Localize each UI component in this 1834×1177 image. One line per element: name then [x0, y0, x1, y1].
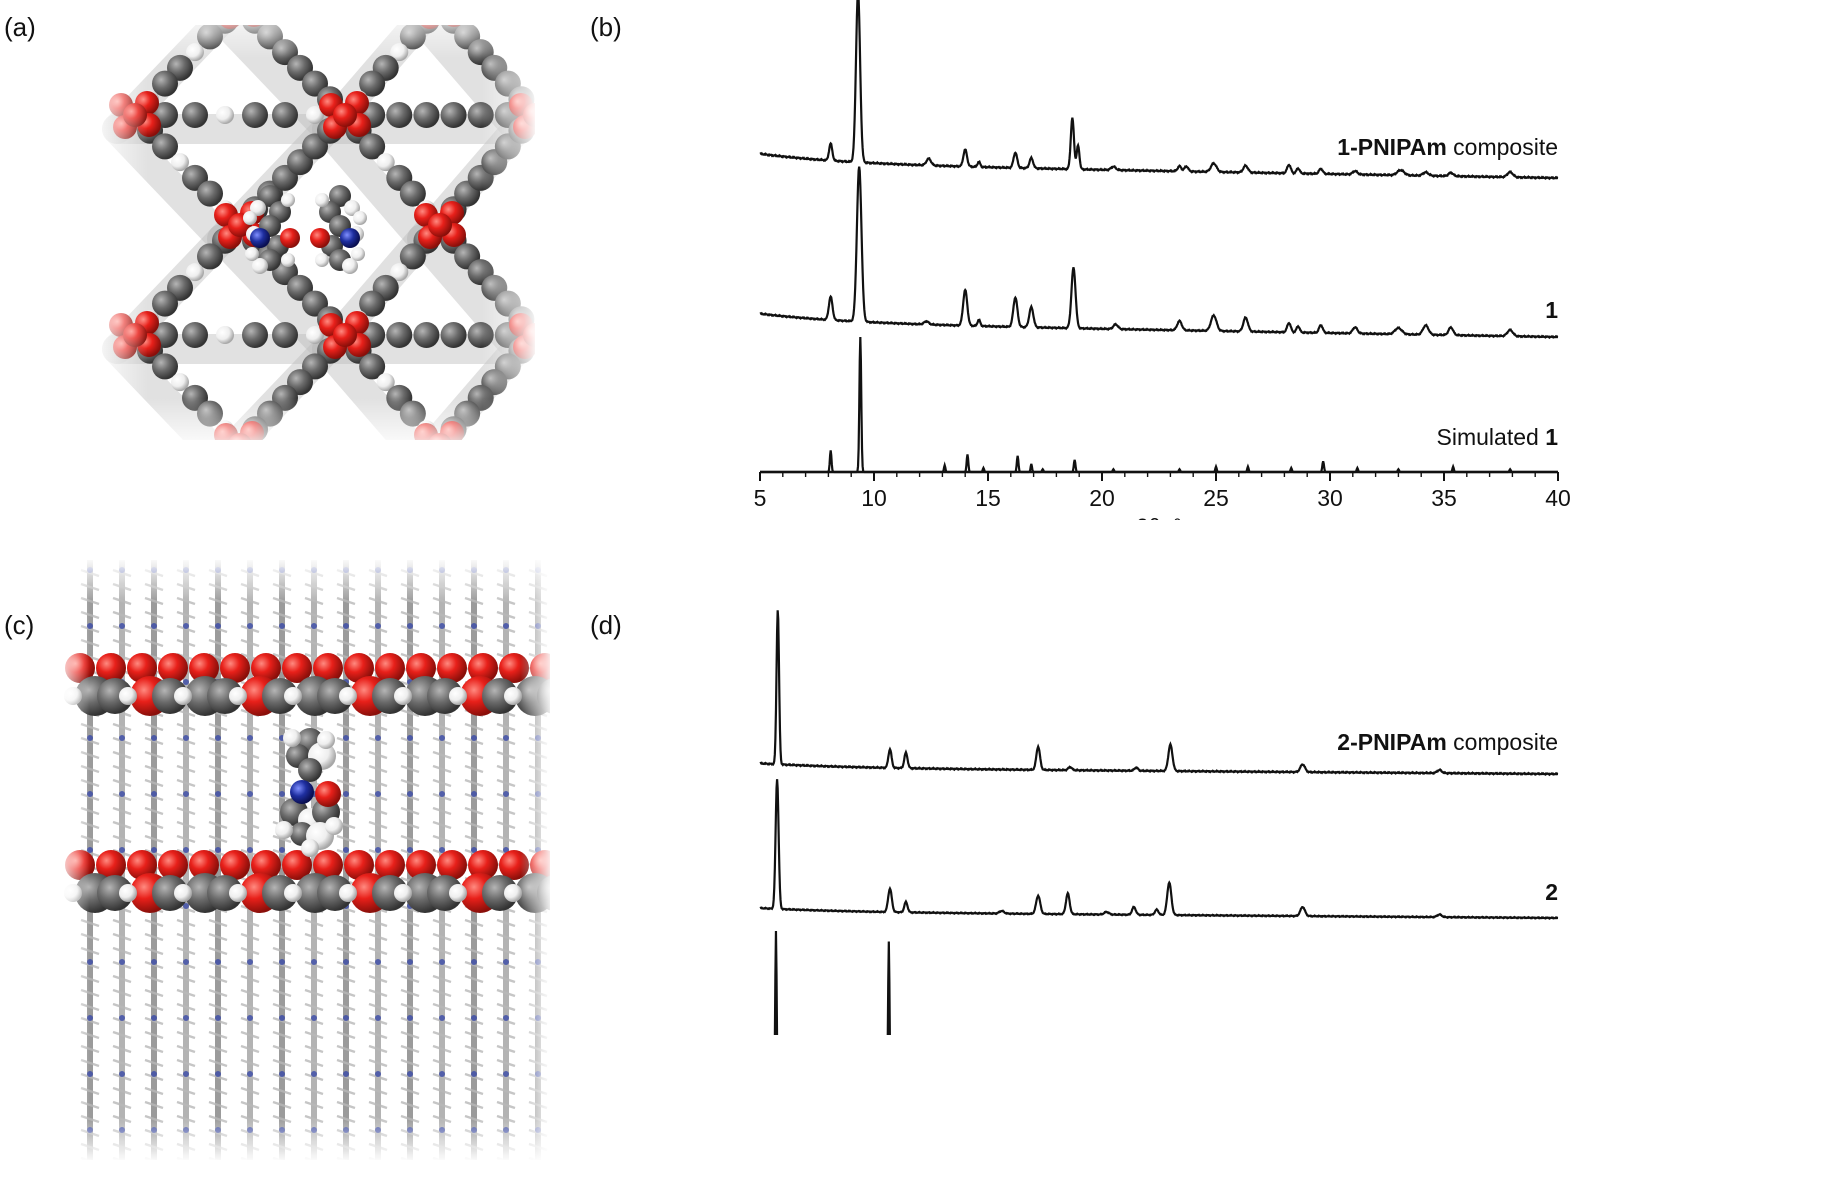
framework-image-a	[95, 25, 535, 440]
x-tick-label: 25	[1203, 485, 1229, 511]
x-tick-label: 30	[1317, 485, 1343, 511]
x-tick-label: 35	[1431, 485, 1457, 511]
series-label-bold: 2-PNIPAm	[1337, 729, 1447, 755]
series-line-1-pnipam-composite	[759, 0, 1559, 181]
x-tick-label: 40	[1545, 485, 1571, 511]
panel-label-b: (b)	[590, 12, 622, 42]
series-line-simulated-2	[773, 930, 891, 1035]
series-label: Simulated 1	[1437, 424, 1559, 450]
series-label: 1	[1545, 297, 1558, 323]
series-label-text: composite	[1447, 729, 1558, 755]
series-line-1	[759, 166, 1559, 340]
series-label-text: Simulated	[1437, 1034, 1546, 1035]
series-label: 2-PNIPAm composite	[1337, 729, 1558, 755]
panel-label-a: (a)	[4, 12, 36, 42]
series-label-text: Simulated	[1437, 424, 1546, 450]
xrd-chart-d: 2-PNIPAm composite2Simulated 25101520253…	[759, 610, 1559, 1035]
series-label-text: composite	[1447, 134, 1558, 160]
series-label-bold: 2	[1545, 879, 1558, 905]
framework-structure-c	[60, 560, 550, 1160]
x-tick-label: 5	[754, 485, 767, 511]
series-label-bold: 2	[1545, 1034, 1558, 1035]
framework-structure-a	[95, 25, 535, 440]
panel-label-d: (d)	[590, 610, 622, 640]
series-line-simulated-1	[760, 336, 1558, 474]
framework-image-c	[60, 560, 550, 1160]
x-tick-label: 10	[861, 485, 887, 511]
series-label: Simulated 2	[1437, 1034, 1558, 1035]
x-axis-label: 2θ, °	[1136, 514, 1182, 520]
series-label-bold: 1	[1545, 297, 1558, 323]
series-line-2	[759, 779, 1559, 920]
series-label: 1-PNIPAm composite	[1337, 134, 1558, 160]
panel-label-c: (c)	[4, 610, 35, 640]
series-line-2-pnipam-composite	[759, 610, 1559, 777]
series-label-bold: 1	[1545, 424, 1558, 450]
x-tick-label: 20	[1089, 485, 1115, 511]
series-label: 2	[1545, 879, 1558, 905]
x-tick-label: 15	[975, 485, 1001, 511]
series-label-bold: 1-PNIPAm	[1337, 134, 1447, 160]
